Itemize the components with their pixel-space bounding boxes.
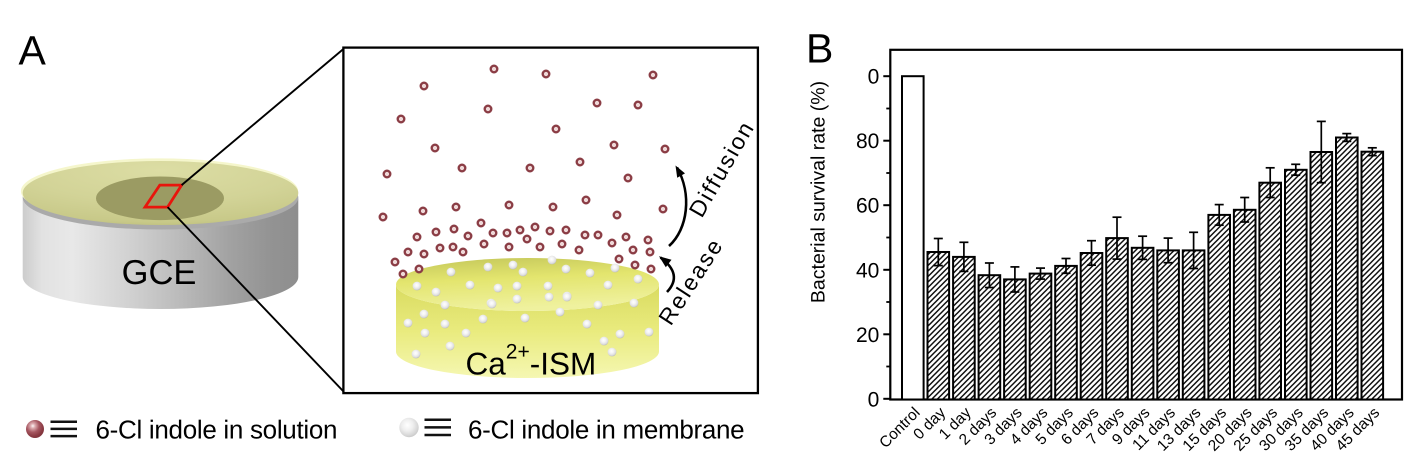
- svg-text:20: 20: [856, 324, 879, 347]
- svg-text:40: 40: [856, 259, 879, 282]
- svg-text:6-Cl indole in solution: 6-Cl indole in solution: [96, 415, 338, 445]
- svg-text:Bacterial survival rate (%): Bacterial survival rate (%): [808, 81, 830, 303]
- svg-text:0: 0: [868, 66, 880, 89]
- svg-text:0: 0: [868, 388, 880, 411]
- svg-text:6-Cl indole in membrane: 6-Cl indole in membrane: [468, 415, 744, 445]
- svg-text:80: 80: [856, 130, 879, 153]
- svg-text:60: 60: [856, 195, 879, 218]
- svg-text:B: B: [806, 26, 833, 72]
- svg-text:A: A: [19, 28, 47, 74]
- svg-text:GCE: GCE: [122, 254, 197, 292]
- svg-text:Ca2+-ISM: Ca2+-ISM: [466, 341, 597, 382]
